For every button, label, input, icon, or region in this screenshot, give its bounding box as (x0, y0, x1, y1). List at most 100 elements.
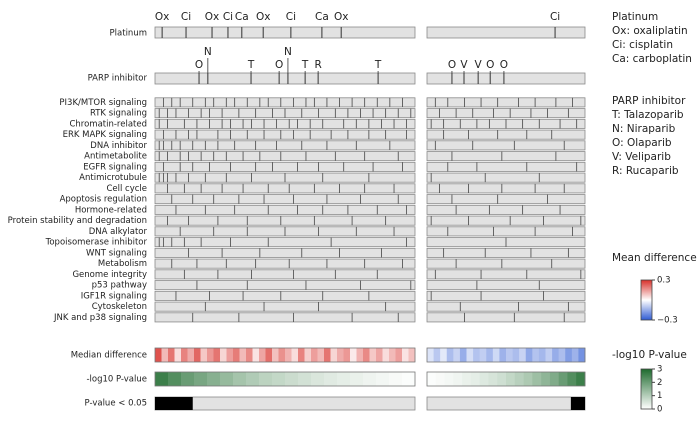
strip-cell (246, 348, 253, 362)
strip-cell (285, 372, 299, 386)
strip-cell (446, 348, 454, 362)
drug-label: Ox (334, 11, 348, 23)
legend-title: Platinum (612, 11, 658, 23)
strip-cell (532, 348, 540, 362)
strip-cell (444, 372, 454, 386)
strip-cell (337, 372, 351, 386)
pathway-bar (426, 269, 586, 280)
strip-cell (552, 348, 559, 362)
strip-cell (324, 348, 331, 362)
pathway-bar (426, 108, 586, 119)
row-label: Hormone-related (75, 205, 147, 215)
pathway-bar (154, 140, 416, 151)
legend-entry: T: Talazoparib (611, 109, 684, 121)
strip-cell (514, 372, 524, 386)
colorbar-tick-label: 0.3 (657, 276, 671, 286)
strip-cell (330, 348, 338, 362)
strip-cell (435, 372, 445, 386)
row-label: Cell cycle (106, 184, 147, 194)
strip-cell (459, 348, 467, 362)
drug-label: Ci (223, 11, 233, 23)
pathway-bar (154, 301, 416, 312)
strip-cell (220, 372, 234, 386)
strip-cell (433, 348, 441, 362)
pathway-bar (154, 290, 416, 301)
strip-cell (298, 372, 312, 386)
strip-cell (578, 348, 586, 362)
strip-cell (155, 372, 169, 386)
pathway-bar (426, 140, 586, 151)
pathway-bar (426, 161, 586, 172)
platinum-bar (154, 26, 416, 39)
drug-label: Ox (155, 11, 169, 23)
strip-cell (486, 348, 494, 362)
legend-entry: Ox: oxaliplatin (612, 25, 688, 37)
drug-label: Ca (235, 11, 249, 23)
strip-cell (350, 348, 357, 362)
pathway-bar (154, 280, 416, 291)
pathway-bar (426, 280, 586, 291)
strip-cell (479, 348, 487, 362)
strip-cell (207, 372, 221, 386)
strip-cell (161, 348, 169, 362)
strip-cell (402, 348, 409, 362)
strip-cell (317, 348, 325, 362)
strip-cell (395, 348, 403, 362)
significant-range (155, 397, 193, 410)
colorbar-tick-label: 1 (657, 391, 662, 401)
drug-label: T (374, 59, 382, 71)
pathway-bar (426, 226, 586, 237)
strip-cell (350, 372, 364, 386)
drug-label: Ox (256, 11, 270, 23)
strip-cell (453, 348, 461, 362)
drug-label: N (204, 46, 212, 58)
pathway-bar (426, 247, 586, 258)
strip-cell (462, 372, 472, 386)
strip-border (426, 371, 586, 387)
drug-label: V (475, 59, 483, 71)
strip-cell (252, 348, 260, 362)
strip-cell (519, 348, 527, 362)
drug-label: T (247, 59, 255, 71)
strip-cell (453, 372, 463, 386)
drug-label: O (275, 59, 283, 71)
legend-entry: Ca: carboplatin (612, 53, 692, 65)
colorbar (640, 368, 653, 410)
drug-label: O (448, 59, 456, 71)
strip-cell (466, 348, 474, 362)
row-label: Apoptosis regulation (60, 195, 147, 205)
row-label: Genome integrity (72, 270, 147, 280)
pathway-bar (426, 172, 586, 183)
pathway-bar (154, 237, 416, 248)
colorbar-title: Mean difference (612, 252, 697, 264)
pathway-bar (154, 312, 416, 323)
strip-border (154, 371, 416, 387)
parp-bar (154, 72, 416, 85)
strip-cell (298, 348, 305, 362)
strip-cell (304, 348, 312, 362)
row-label: Median difference (71, 351, 147, 361)
pathway-bar (426, 301, 586, 312)
strip-cell (278, 348, 286, 362)
strip-cell (525, 348, 533, 362)
strip-cell (246, 372, 260, 386)
strip-cell (541, 372, 551, 386)
strip-cell (259, 348, 266, 362)
strip-cell (506, 372, 516, 386)
strip-cell (488, 372, 498, 386)
strip-cell (194, 348, 201, 362)
pathway-bar (154, 194, 416, 205)
strip-cell (168, 372, 182, 386)
strip-cell (376, 348, 383, 362)
strip-cell (427, 348, 434, 362)
strip-cell (272, 348, 279, 362)
row-label: JNK and p38 signaling (53, 313, 147, 323)
legend-entry: O: Olaparib (612, 137, 672, 149)
pathway-bar (154, 204, 416, 215)
strip-cell (427, 372, 437, 386)
significance-bar (154, 396, 416, 411)
strip-cell (492, 348, 500, 362)
pathway-bar (426, 204, 586, 215)
strip-cell (497, 372, 507, 386)
strip-cell (506, 348, 513, 362)
